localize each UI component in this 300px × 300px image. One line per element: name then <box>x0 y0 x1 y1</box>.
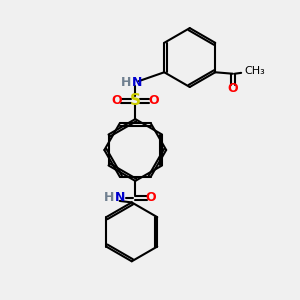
Text: O: O <box>228 82 238 95</box>
Text: H: H <box>122 76 132 89</box>
Text: O: O <box>145 191 156 205</box>
Text: N: N <box>115 191 125 205</box>
Text: S: S <box>130 93 141 108</box>
Text: O: O <box>111 94 122 107</box>
Text: CH₃: CH₃ <box>244 66 265 76</box>
Text: O: O <box>149 94 159 107</box>
Text: H: H <box>104 191 115 205</box>
Text: N: N <box>132 76 142 89</box>
